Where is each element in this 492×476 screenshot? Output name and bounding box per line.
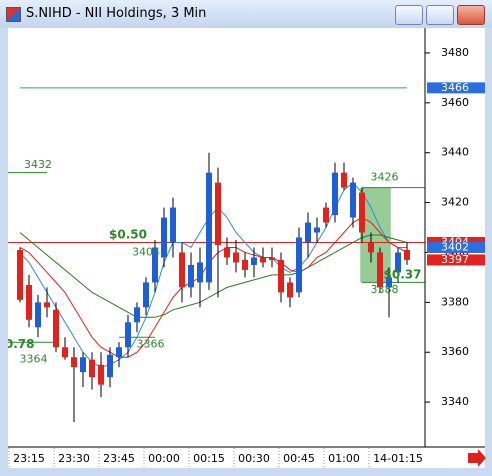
annotation: 3388 (371, 283, 399, 296)
window-title: S.NIHD - NII Holdings, 3 Min (26, 6, 207, 21)
candle-body (71, 357, 77, 368)
y-tick-label: 3420 (441, 196, 469, 209)
app-icon (6, 7, 21, 22)
indicator-line (19, 232, 408, 318)
annotation: 3366 (137, 338, 165, 351)
candle-body (89, 359, 95, 378)
candle-body (332, 172, 338, 216)
y-tick-label: 3440 (441, 146, 469, 159)
candle-body (188, 264, 194, 288)
annotation: $0.37 (384, 267, 422, 281)
candle-body (215, 182, 221, 245)
candle-body (134, 307, 140, 323)
y-tick-label: 3460 (441, 96, 469, 109)
candle-body (26, 284, 32, 320)
candle-body (170, 207, 176, 243)
annotation: 3432 (24, 158, 52, 171)
indicator-line (19, 216, 408, 358)
candle-body (395, 252, 401, 273)
candle-body (44, 302, 50, 308)
candle-body (197, 262, 203, 283)
price-label: 3466 (441, 81, 469, 94)
candle-body (206, 172, 212, 283)
candle-body (386, 277, 392, 288)
price-label-bg (427, 82, 485, 94)
candle-body (107, 354, 113, 378)
candle-body (278, 259, 284, 293)
axes: 3340336033803400342034403460348023:1523:… (8, 46, 485, 468)
candle-body (233, 252, 239, 263)
candle-body (116, 347, 122, 358)
candle-body (80, 357, 86, 373)
candle-body (323, 207, 329, 223)
candle-body (377, 252, 383, 288)
annotation: $0.50 (109, 228, 147, 242)
x-tick-label: 00:00 (148, 452, 180, 465)
candle-body (98, 364, 104, 385)
candle-body (251, 257, 257, 265)
candle-body (305, 222, 311, 243)
candle-body (296, 237, 302, 293)
price-label-bg (427, 254, 485, 266)
price-label-bg (427, 241, 485, 253)
candle-body (35, 302, 41, 328)
candle-body (125, 322, 131, 348)
price-label: 3397 (441, 253, 469, 266)
candle-body (269, 257, 275, 260)
x-tick-label: 01:00 (328, 452, 360, 465)
title-bar: S.NIHD - NII Holdings, 3 Min (0, 0, 492, 28)
scroll-arrow[interactable] (468, 449, 486, 467)
annotation: 3404 (132, 245, 160, 258)
candle-body (242, 259, 248, 270)
x-tick-label: 23:15 (13, 452, 45, 465)
candle-body (161, 217, 167, 258)
chart-background (8, 28, 485, 468)
x-tick-label: 23:30 (58, 452, 90, 465)
y-tick-label: 3340 (441, 395, 469, 408)
close-button[interactable] (457, 5, 485, 25)
candle-body (314, 227, 320, 233)
y-tick-label: 3480 (441, 46, 469, 59)
candle-body (359, 192, 365, 233)
candle-body (350, 182, 356, 218)
annotation: 3426 (371, 171, 399, 184)
candle-body (260, 257, 266, 263)
candle-body (62, 347, 68, 358)
candle-body (224, 247, 230, 258)
y-tick-label: 3360 (441, 345, 469, 358)
candle-body (404, 249, 410, 260)
candle-body (53, 309, 59, 348)
minimize-button[interactable] (395, 5, 423, 25)
plot-area: 3432 $0.50 3404 $0.78 3364 3366 3426 $0.37 3388 (0, 87, 425, 423)
candle-body (143, 282, 149, 308)
x-tick-label: 00:15 (193, 452, 225, 465)
candle-body (152, 247, 158, 283)
price-label: 3402 (441, 240, 469, 253)
candle-body (341, 172, 347, 188)
x-tick-label: 00:45 (283, 452, 315, 465)
maximize-button[interactable] (426, 5, 454, 25)
candle-body (17, 249, 23, 300)
candle-body (179, 252, 185, 288)
candle-body (287, 282, 293, 298)
indicator-line (19, 181, 407, 368)
candle-body (368, 242, 374, 253)
x-tick-label: 23:45 (103, 452, 135, 465)
x-tick-label: 00:30 (238, 452, 270, 465)
x-tick-label: 14-01:15 (373, 452, 423, 465)
y-tick-label: 3380 (441, 295, 469, 308)
annotation: $0.78 (0, 337, 34, 351)
annotation: 3364 (20, 353, 48, 366)
